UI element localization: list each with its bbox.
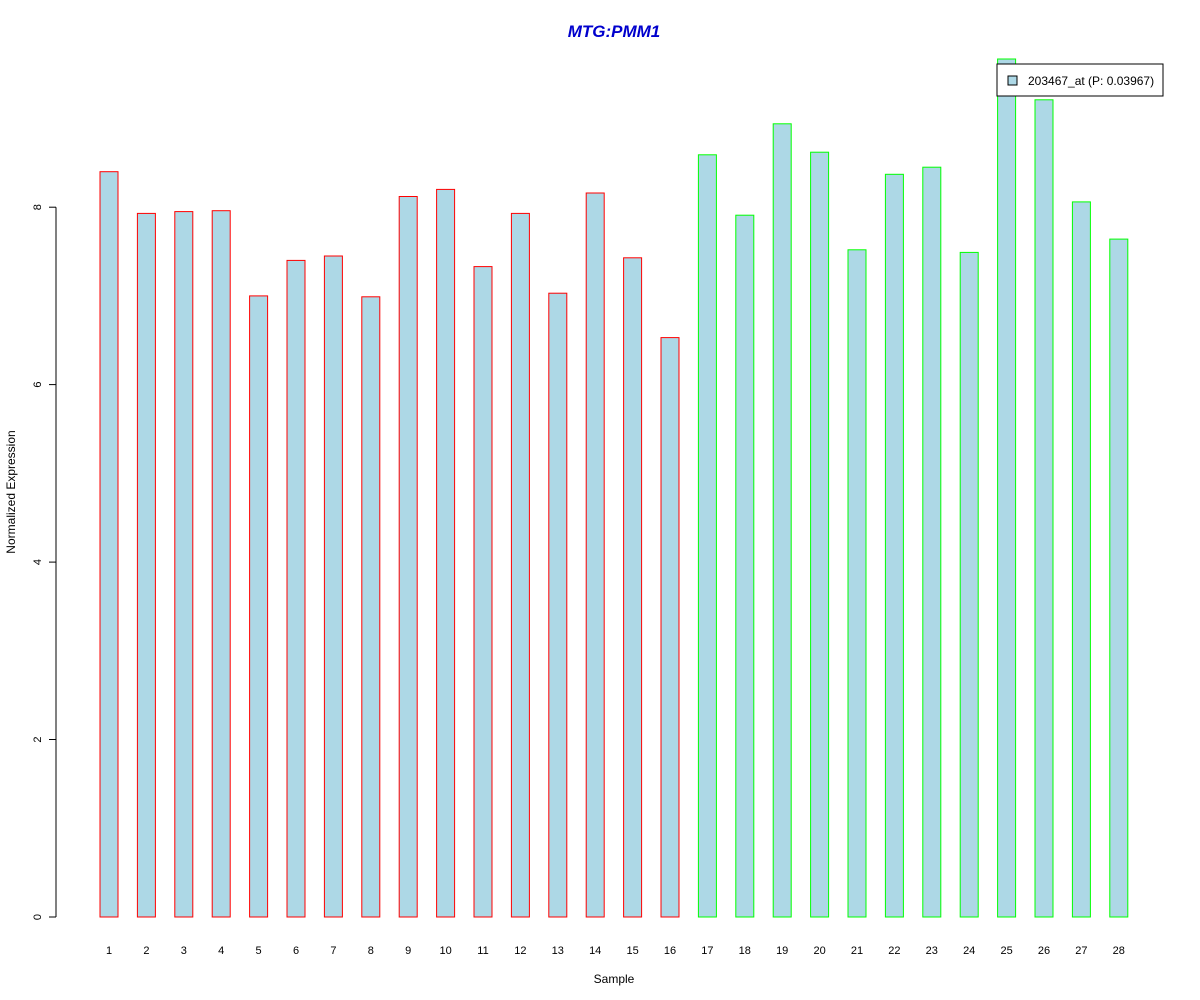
x-tick-label: 26	[1038, 945, 1050, 957]
bar-sample-16	[660, 337, 680, 918]
y-tick-label: 2	[32, 736, 44, 742]
x-tick-label: 15	[626, 945, 638, 957]
bar-sample-15	[623, 257, 643, 918]
x-tick-label: 11	[477, 945, 488, 957]
x-tick-label: 8	[368, 945, 374, 957]
x-tick-label: 5	[256, 945, 262, 957]
bar-sample-20	[810, 151, 830, 918]
bar-sample-5	[249, 295, 269, 918]
x-tick-label: 14	[589, 945, 601, 957]
x-tick-label: 12	[514, 945, 526, 957]
bar-sample-28	[1109, 238, 1129, 918]
x-tick-label: 16	[664, 945, 676, 957]
bar-sample-21	[847, 249, 867, 918]
x-tick-label: 6	[293, 945, 299, 957]
x-axis-label: Sample	[594, 972, 635, 986]
x-tick-label: 13	[552, 945, 564, 957]
bar-sample-10	[436, 188, 456, 918]
bar-sample-4	[211, 210, 231, 918]
bar-sample-12	[510, 212, 530, 918]
y-axis: 0 2 4 6 8	[32, 204, 57, 920]
bar-sample-9	[398, 196, 418, 918]
y-tick-label: 4	[32, 559, 44, 565]
legend-box	[996, 63, 1164, 97]
x-tick-label: 20	[813, 945, 825, 957]
x-tick-label: 18	[739, 945, 751, 957]
bar-sample-11	[473, 266, 493, 918]
x-tick-label: 3	[181, 945, 187, 957]
y-tick-label: 0	[32, 914, 44, 920]
x-tick-label: 25	[1000, 945, 1012, 957]
y-tick-label: 6	[32, 382, 44, 388]
bar-sample-26	[1034, 99, 1054, 918]
bar-sample-6	[286, 259, 306, 918]
x-tick-label: 19	[776, 945, 788, 957]
x-axis: 1 2 3 4 5 6 7 8 9 10 11 12 13 14 15 16 17 18 19 20 21 22 23 24 2…	[106, 945, 1125, 957]
bar-sample-3	[174, 211, 194, 918]
x-tick-label: 28	[1113, 945, 1125, 957]
bar-sample-25	[997, 58, 1017, 918]
bar-sample-14	[585, 192, 605, 918]
bar-sample-23	[922, 166, 942, 918]
y-axis-label: Normalized Expression	[4, 430, 18, 553]
y-tick-label: 8	[32, 204, 44, 210]
bar-sample-13	[548, 292, 568, 918]
bar-sample-27	[1071, 201, 1091, 918]
bar-sample-17	[697, 154, 717, 918]
x-tick-label: 7	[330, 945, 336, 957]
bars-group	[99, 58, 1129, 918]
x-tick-label: 22	[888, 945, 900, 957]
legend-swatch	[1007, 75, 1018, 86]
bar-sample-1	[99, 171, 119, 918]
x-tick-label: 10	[439, 945, 451, 957]
bar-sample-8	[361, 296, 381, 918]
chart-title: MTG:PMM1	[568, 22, 661, 41]
bar-sample-24	[959, 251, 979, 918]
x-tick-label: 9	[405, 945, 411, 957]
x-tick-label: 23	[926, 945, 938, 957]
x-tick-label: 21	[851, 945, 863, 957]
x-tick-label: 4	[218, 945, 224, 957]
bar-sample-22	[884, 173, 904, 918]
legend: 203467_at (P: 0.03967)	[996, 63, 1164, 97]
bar-sample-19	[772, 123, 792, 918]
x-tick-label: 27	[1075, 945, 1087, 957]
x-tick-label: 24	[963, 945, 975, 957]
bar-sample-7	[323, 255, 343, 918]
bar-sample-18	[735, 214, 755, 918]
legend-label: 203467_at (P: 0.03967)	[1028, 74, 1154, 88]
x-tick-label: 2	[143, 945, 149, 957]
bar-sample-2	[136, 212, 156, 918]
x-tick-label: 1	[106, 945, 112, 957]
x-tick-label: 17	[701, 945, 713, 957]
